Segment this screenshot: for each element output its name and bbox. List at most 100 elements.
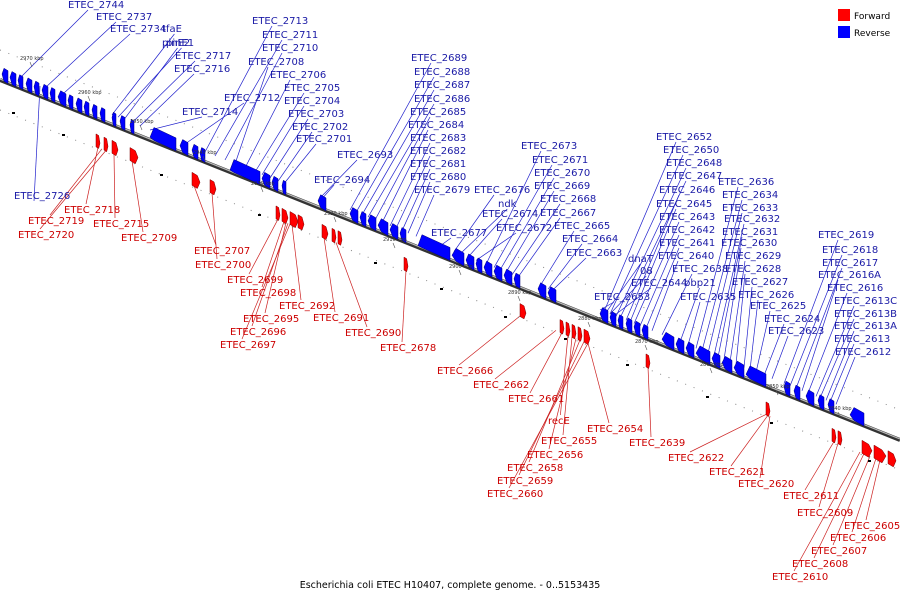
forward-leader <box>562 336 573 436</box>
reverse-leader <box>825 330 855 401</box>
reverse-gene-56 <box>793 384 801 401</box>
reverse-gene-label: ETEC_2667 <box>540 208 596 219</box>
forward-gene-18 <box>577 326 583 342</box>
scale-tick-label: 2970 kbp <box>20 56 44 62</box>
marker-10 <box>770 422 773 424</box>
legend-forward-swatch <box>838 9 850 21</box>
forward-leader <box>193 185 217 246</box>
forward-gene-6 <box>275 205 281 221</box>
scale-tick-label: 2880 kbp <box>578 316 602 322</box>
reverse-leader <box>131 60 196 124</box>
reverse-gene-label: ETEC_2623 <box>768 326 824 337</box>
reverse-leader <box>629 208 677 323</box>
reverse-gene-9 <box>75 97 83 114</box>
reverse-leader <box>467 218 503 258</box>
reverse-leader <box>374 116 431 221</box>
forward-gene-label: ETEC_2718 <box>64 205 120 216</box>
forward-gene-label: ETEC_2691 <box>313 313 369 324</box>
forward-leader <box>689 414 767 453</box>
forward-gene-21 <box>765 401 771 417</box>
reverse-gene-label: ETEC_2711 <box>262 30 318 41</box>
scale-tick-label: 2850 kbp <box>766 384 790 390</box>
reverse-leader <box>687 301 701 346</box>
scale-tick-mark <box>709 367 713 374</box>
reverse-gene-label: ETEC_2710 <box>262 43 318 54</box>
reverse-leader <box>639 234 680 327</box>
reverse-gene-label: ETEC_2629 <box>725 251 781 262</box>
reverse-leader <box>234 66 269 165</box>
marker-8 <box>626 364 629 366</box>
reverse-gene-20 <box>229 159 261 185</box>
reverse-gene-label: ETEC_2676 <box>474 185 530 196</box>
reverse-leader <box>505 190 555 273</box>
reverse-leader <box>254 92 305 173</box>
scale-tick-mark <box>392 242 396 249</box>
scale-tick-mark <box>139 124 143 131</box>
marker-2 <box>160 174 163 176</box>
reverse-leader <box>485 150 542 265</box>
forward-leader <box>131 160 144 233</box>
reverse-gene-43 <box>617 314 624 331</box>
reverse-leader <box>749 299 759 371</box>
reverse-leader <box>651 260 679 331</box>
reverse-leader <box>224 52 283 161</box>
reverse-leader <box>415 194 435 237</box>
scale-tick-mark <box>775 389 779 396</box>
reverse-leader <box>801 279 839 391</box>
forward-gene-16 <box>565 321 571 337</box>
forward-leader <box>647 367 652 438</box>
reverse-leader <box>277 131 313 182</box>
forward-gene-label: ETEC_2720 <box>18 230 74 241</box>
legend-reverse-label: Reverse <box>854 29 891 39</box>
reverse-leader <box>795 267 843 389</box>
reverse-leader <box>204 25 273 153</box>
reverse-leader <box>139 73 195 127</box>
reverse-gene-60 <box>849 407 865 427</box>
reverse-leader <box>44 21 117 89</box>
reverse-gene-31 <box>417 234 451 261</box>
reverse-gene-54 <box>745 365 767 388</box>
reverse-gene-label: ETEC_2613B <box>834 309 897 320</box>
forward-gene-23 <box>837 430 843 446</box>
scale-tick-label: 2870 kbp <box>635 339 659 345</box>
reverse-gene-label: ETEC_2674 <box>482 209 538 220</box>
reverse-gene-11 <box>91 103 98 120</box>
reverse-leader <box>609 275 647 315</box>
reverse-leader <box>603 141 677 312</box>
reverse-gene-29 <box>389 223 399 241</box>
forward-gene-13 <box>403 256 409 273</box>
reverse-gene-label: ETEC_2737 <box>96 12 152 23</box>
forward-leader <box>793 451 861 572</box>
forward-gene-8 <box>289 211 299 229</box>
forward-gene-label: ETEC_2692 <box>279 301 335 312</box>
legend: Forward Reverse <box>838 9 891 39</box>
forward-gene-label: ETEC_2678 <box>380 343 436 354</box>
forward-gene-label: ETEC_2709 <box>121 233 177 244</box>
forward-gene-19 <box>583 328 591 345</box>
reverse-leader <box>407 181 431 234</box>
reverse-gene-label: ETEC_2670 <box>534 168 590 179</box>
reverse-leader <box>355 76 435 213</box>
reverse-leader <box>783 239 839 384</box>
reverse-leader <box>771 335 789 379</box>
forward-gene-label: ETEC_2696 <box>230 327 286 338</box>
reverse-gene-39 <box>537 282 547 300</box>
reverse-gene-3 <box>25 77 33 94</box>
reverse-gene-6 <box>49 87 56 103</box>
forward-gene-7 <box>281 207 289 225</box>
reverse-leader <box>695 186 739 349</box>
reverse-gene-10 <box>83 100 90 117</box>
forward-gene-26 <box>887 450 897 468</box>
reverse-leader <box>807 292 848 394</box>
forward-gene-14 <box>519 303 527 320</box>
reverse-gene-label: ETEC_2619 <box>818 230 874 241</box>
reverse-gene-label: ETEC_2726 <box>14 191 70 202</box>
reverse-leader <box>625 194 680 321</box>
reverse-gene-label: ETEC_2663 <box>566 248 622 259</box>
forward-gene-label: ETEC_2620 <box>738 479 794 490</box>
reverse-gene-label: ETEC_2616A <box>818 270 881 281</box>
reverse-gene-55 <box>783 380 791 397</box>
forward-leader <box>113 153 116 219</box>
reverse-leader <box>743 286 753 368</box>
forward-gene-label: ETEC_2606 <box>830 533 886 544</box>
